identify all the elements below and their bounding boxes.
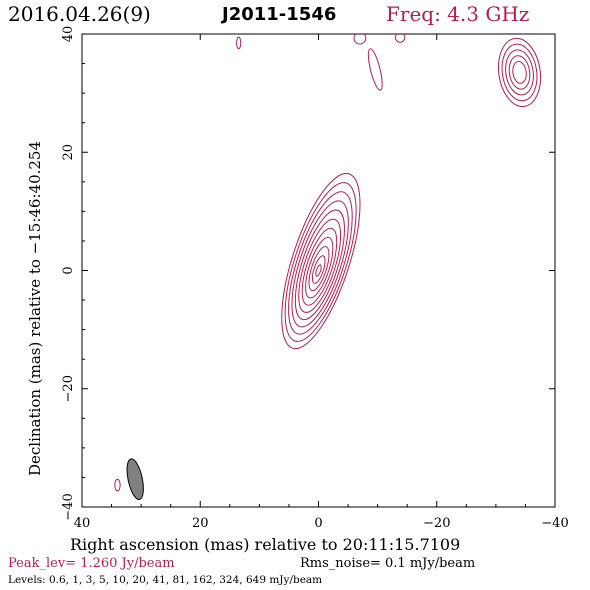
core-contour xyxy=(291,200,349,328)
component-contour xyxy=(236,36,242,50)
frequency-label: Freq: 4.3 GHz xyxy=(386,2,530,26)
core-contour xyxy=(301,227,338,306)
core-contour xyxy=(284,182,357,342)
levels-legend: Levels: 0.6, 1, 3, 5, 10, 20, 41, 81, 16… xyxy=(8,574,323,586)
component-contour xyxy=(394,34,406,43)
observation-date: 2016.04.26(9) xyxy=(8,2,151,26)
core-contour xyxy=(308,246,330,292)
y-tick-label: 40 xyxy=(61,26,76,43)
plot-frame xyxy=(81,33,556,508)
x-tick-label: 0 xyxy=(314,516,322,531)
component-contour xyxy=(497,37,542,108)
component-contour xyxy=(353,34,367,45)
x-tick-label: −20 xyxy=(423,516,450,531)
component-contour xyxy=(508,55,531,90)
component-contour xyxy=(114,478,121,492)
y-axis-label: Declination (mas) relative to −15:46:40.… xyxy=(26,141,44,476)
rms-noise: Rms_noise= 0.1 mJy/beam xyxy=(300,556,476,571)
x-tick-label: −40 xyxy=(541,516,568,531)
x-tick-label: 40 xyxy=(74,516,91,531)
plot-area xyxy=(81,33,556,508)
core-contour xyxy=(281,172,361,350)
core-contour xyxy=(315,264,322,277)
y-tick-label: 0 xyxy=(61,266,76,274)
core-contour xyxy=(311,255,326,284)
core-contour xyxy=(288,191,353,335)
core-contour xyxy=(294,209,345,321)
y-tick-label: 20 xyxy=(61,144,76,161)
x-tick-label: 20 xyxy=(192,516,209,531)
component-contour xyxy=(505,49,534,96)
axes: 40 20 0 −20 −40 −40 −20 0 20 40 xyxy=(61,26,569,531)
beam-ellipse xyxy=(126,458,144,501)
y-tick-label: −40 xyxy=(61,493,76,520)
contour-layer xyxy=(114,34,542,501)
component-contour xyxy=(512,61,527,84)
peak-level: Peak_lev= 1.260 Jy/beam xyxy=(8,556,175,571)
component-contour xyxy=(367,48,383,91)
source-name: J2011-1546 xyxy=(222,4,337,25)
component-contour xyxy=(501,43,538,102)
x-axis-label: Right ascension (mas) relative to 20:11:… xyxy=(70,535,460,554)
y-tick-label: −20 xyxy=(61,375,76,402)
core-contour xyxy=(305,236,334,299)
core-contour xyxy=(298,218,342,313)
